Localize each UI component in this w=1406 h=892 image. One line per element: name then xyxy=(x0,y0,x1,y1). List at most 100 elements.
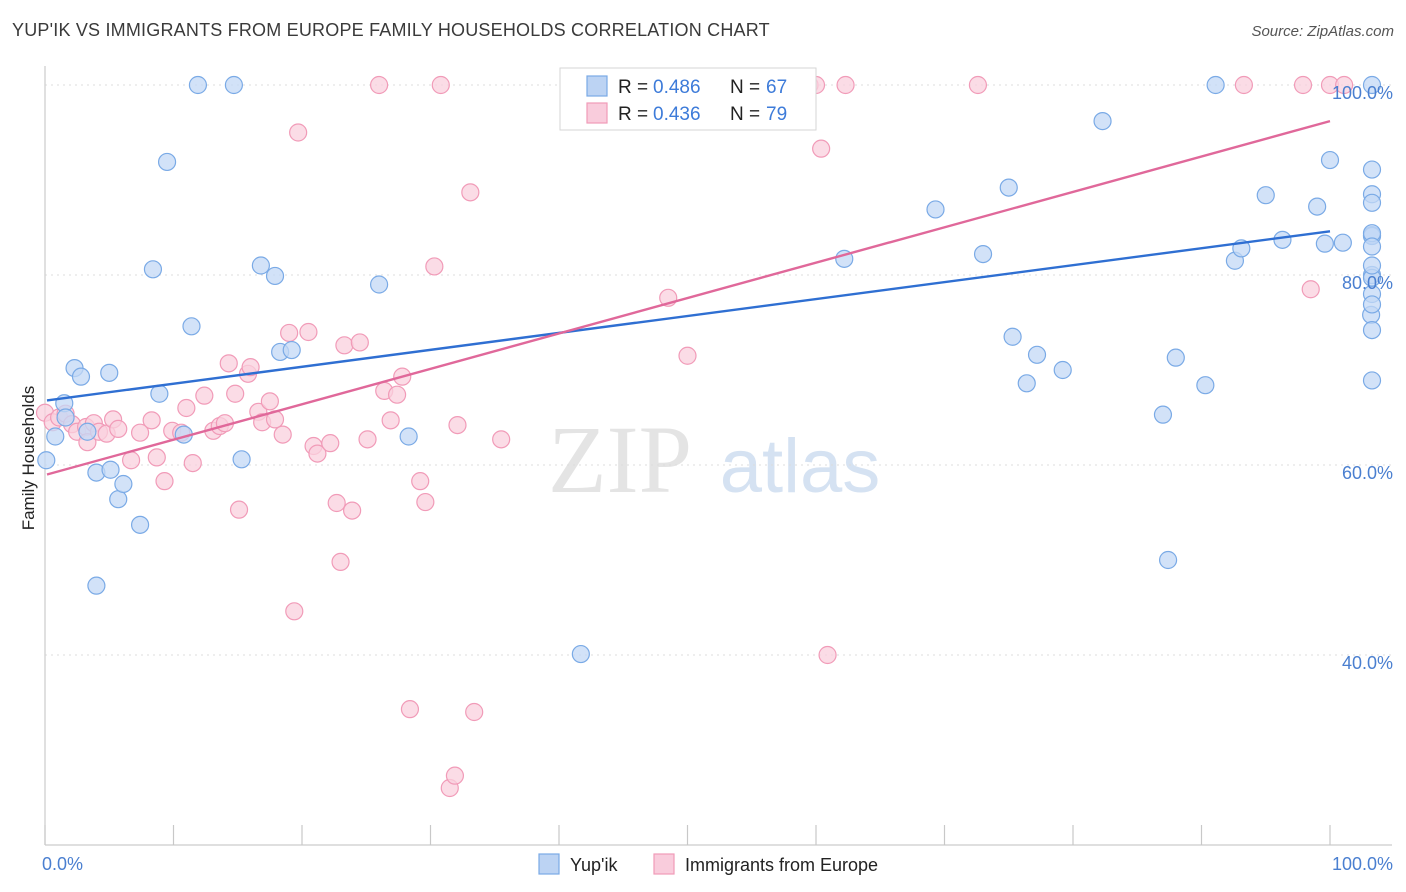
europe-point xyxy=(229,500,249,519)
europe-point xyxy=(219,354,238,373)
yupik-point xyxy=(1333,233,1352,252)
europe-point xyxy=(381,411,400,430)
yupik-point xyxy=(56,408,75,427)
yupik-point xyxy=(150,384,169,403)
europe-point xyxy=(327,493,346,513)
yupik-point xyxy=(999,178,1018,197)
europe-point xyxy=(350,333,369,352)
trend-line-europe xyxy=(46,119,1331,476)
y-tick-label: 100.0% xyxy=(1332,83,1393,103)
europe-point xyxy=(968,75,988,95)
yupik-point xyxy=(1362,237,1382,256)
stats-legend: R = 0.486 N = 67 R = 0.436 N = 79 xyxy=(559,67,817,131)
europe-point xyxy=(448,416,467,435)
europe-point xyxy=(155,472,174,491)
legend-n-label-yupik: N = xyxy=(730,77,760,98)
europe-point xyxy=(411,472,430,491)
europe-point xyxy=(1234,75,1254,95)
europe-point xyxy=(241,358,260,377)
y-tick-label: 40.0% xyxy=(1342,653,1393,673)
legend-r-value-yupik: 0.486 xyxy=(653,77,701,98)
yupik-point xyxy=(1196,376,1215,395)
yupik-point xyxy=(973,245,993,264)
series-legend: Yup'ik Immigrants from Europe xyxy=(538,853,878,875)
europe-point xyxy=(445,766,465,785)
watermark-zip: ZIP xyxy=(548,406,692,513)
bottom-legend-swatch-europe xyxy=(653,853,675,875)
yupik-point xyxy=(188,75,208,95)
yupik-point xyxy=(101,460,120,479)
yupik-point xyxy=(232,450,251,469)
legend-n-label-europe: N = xyxy=(730,104,760,125)
europe-point xyxy=(121,451,141,470)
yupik-point xyxy=(399,427,418,446)
legend-r-label-yupik: R = xyxy=(618,77,648,98)
tick-labels: 40.0% 60.0% 80.0% 100.0% 0.0% 100.0% xyxy=(42,83,1393,874)
yupik-point xyxy=(1362,193,1382,212)
europe-point xyxy=(273,425,292,444)
watermark-atlas: atlas xyxy=(720,424,881,509)
yupik-point xyxy=(37,451,56,470)
yupik-point xyxy=(1166,348,1185,367)
europe-point xyxy=(260,392,279,411)
europe-point xyxy=(400,700,420,719)
europe-point xyxy=(289,123,308,142)
yupik-point xyxy=(370,275,389,294)
trend-lines xyxy=(46,119,1331,476)
yupik-point xyxy=(1003,327,1022,346)
yupik-point xyxy=(926,200,945,219)
europe-point xyxy=(280,323,299,343)
europe-point xyxy=(431,75,450,95)
bottom-legend-swatch-yupik xyxy=(538,853,560,875)
yupik-point xyxy=(1362,321,1382,340)
yupik-point xyxy=(1362,75,1382,95)
yupik-point xyxy=(130,515,150,534)
legend-swatch-yupik xyxy=(586,75,608,97)
europe-point xyxy=(387,385,407,404)
europe-point xyxy=(370,75,389,95)
europe-point xyxy=(836,75,855,95)
x-tick-label: 100.0% xyxy=(1332,854,1393,874)
yupik-point xyxy=(1308,197,1327,216)
yupik-point xyxy=(46,427,65,446)
yupik-point xyxy=(1158,550,1178,570)
yupik-point xyxy=(1027,345,1047,364)
bottom-legend-label-yupik: Yup'ik xyxy=(570,855,618,875)
yupik-point xyxy=(182,317,201,336)
yupik-point xyxy=(1206,75,1225,95)
yupik-point xyxy=(1053,360,1072,380)
yupik-point xyxy=(1017,374,1036,393)
yupik-point xyxy=(71,367,91,386)
yupik-point xyxy=(224,75,243,95)
europe-point xyxy=(177,398,196,418)
legend-n-value-yupik: 67 xyxy=(766,77,787,98)
yupik-point xyxy=(1315,234,1334,253)
europe-point xyxy=(335,336,354,355)
europe-point xyxy=(812,139,831,158)
legend-r-value-europe: 0.436 xyxy=(653,104,701,125)
europe-point xyxy=(1335,75,1354,95)
europe-point xyxy=(416,492,435,512)
yupik-point xyxy=(1256,186,1275,205)
europe-point xyxy=(465,702,484,722)
europe-point xyxy=(358,430,377,449)
yupik-point xyxy=(87,576,106,595)
europe-point xyxy=(195,386,214,405)
europe-point xyxy=(183,454,202,473)
yupik-point xyxy=(282,340,301,360)
yupik-point xyxy=(1362,295,1382,314)
europe-point xyxy=(492,430,511,449)
yupik-point xyxy=(157,152,177,172)
yupik-point xyxy=(109,490,128,509)
europe-point xyxy=(425,257,444,276)
y-tick-label: 80.0% xyxy=(1342,273,1393,293)
legend-swatch-europe xyxy=(586,102,608,124)
yupik-point xyxy=(1153,405,1173,424)
yupik-point xyxy=(143,260,163,279)
yupik-point xyxy=(114,474,133,494)
yupik-point xyxy=(1362,160,1382,179)
yupik-point xyxy=(265,266,285,286)
yupik-point xyxy=(1320,150,1340,170)
yupik-point xyxy=(571,644,590,664)
